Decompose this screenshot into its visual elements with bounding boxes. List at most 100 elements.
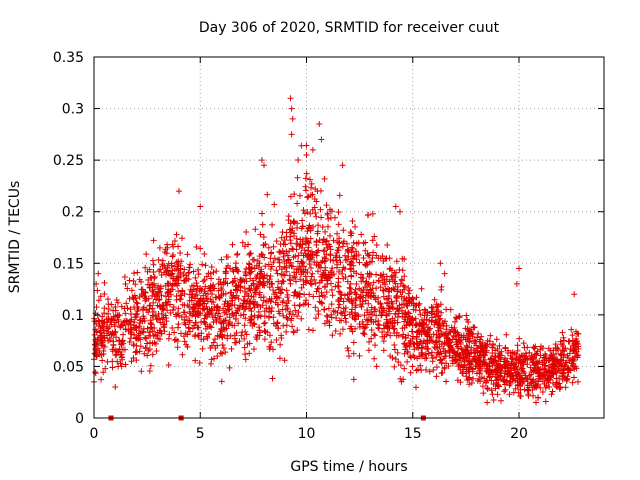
data-point: [332, 308, 339, 315]
data-point: [260, 297, 267, 304]
data-point: [156, 268, 163, 275]
data-point: [440, 345, 447, 352]
data-point: [513, 373, 520, 380]
data-point: [212, 336, 219, 343]
data-point: [386, 278, 393, 285]
data-point: [213, 268, 220, 275]
data-point: [401, 283, 408, 290]
data-point: [147, 362, 154, 369]
data-point: [149, 287, 156, 294]
data-point: [311, 259, 318, 266]
data-point: [182, 321, 189, 328]
data-point: [313, 238, 320, 245]
data-point: [346, 284, 353, 291]
data-point: [482, 352, 489, 359]
data-point: [349, 246, 356, 253]
data-point: [326, 319, 333, 326]
data-point: [246, 350, 253, 357]
data-point: [552, 341, 559, 348]
data-point: [167, 291, 174, 298]
data-point: [294, 292, 301, 299]
data-point: [290, 254, 297, 261]
y-tick-label: 0.25: [53, 153, 84, 169]
data-point: [401, 286, 408, 293]
data-point: [573, 348, 580, 355]
data-point: [537, 352, 544, 359]
data-point: [407, 369, 414, 376]
data-point: [197, 298, 204, 305]
data-point: [175, 274, 182, 281]
data-point: [507, 379, 514, 386]
data-point: [153, 348, 160, 355]
data-point: [546, 357, 553, 364]
data-point: [151, 325, 158, 332]
data-point: [359, 289, 366, 296]
data-point: [443, 322, 450, 329]
data-point: [416, 320, 423, 327]
data-point: [300, 207, 307, 214]
data-point: [236, 306, 243, 313]
data-point: [318, 289, 325, 296]
data-point: [328, 314, 335, 321]
data-point: [467, 335, 474, 342]
data-point: [118, 303, 125, 310]
data-point: [324, 223, 331, 230]
data-point: [441, 365, 448, 372]
data-point: [433, 354, 440, 361]
data-point: [186, 308, 193, 315]
data-point: [346, 297, 353, 304]
data-point: [125, 327, 132, 334]
data-point: [364, 261, 371, 268]
data-point: [258, 210, 265, 217]
data-point: [501, 381, 508, 388]
data-point: [335, 275, 342, 282]
data-point: [205, 331, 212, 338]
data-point: [241, 344, 248, 351]
data-point: [454, 350, 461, 357]
data-point: [487, 332, 494, 339]
data-point: [118, 322, 125, 329]
data-point: [277, 341, 284, 348]
data-point: [358, 271, 365, 278]
data-point: [537, 384, 544, 391]
data-point: [139, 286, 146, 293]
data-point: [306, 222, 313, 229]
data-point: [281, 272, 288, 279]
data-point: [438, 330, 445, 337]
data-point: [413, 340, 420, 347]
data-point: [422, 366, 429, 373]
data-point: [186, 328, 193, 335]
data-point: [376, 322, 383, 329]
data-point: [222, 307, 229, 314]
data-point: [295, 252, 302, 259]
data-point: [502, 344, 509, 351]
data-point: [373, 363, 380, 370]
data-point: [427, 325, 434, 332]
data-point: [304, 194, 311, 201]
data-point: [149, 305, 156, 312]
data-point: [415, 302, 422, 309]
data-point: [401, 350, 408, 357]
data-point: [535, 394, 542, 401]
data-point: [339, 270, 346, 277]
data-point: [515, 389, 522, 396]
data-point: [114, 312, 121, 319]
data-point: [571, 353, 578, 360]
data-point: [454, 377, 461, 384]
data-point: [549, 380, 556, 387]
data-point: [355, 239, 362, 246]
data-point: [295, 266, 302, 273]
data-point: [392, 280, 399, 287]
data-point: [251, 321, 258, 328]
data-point: [417, 311, 424, 318]
data-point: [544, 374, 551, 381]
data-point: [168, 271, 175, 278]
data-point: [493, 360, 500, 367]
data-point: [318, 136, 325, 143]
data-point: [148, 321, 155, 328]
data-point: [383, 316, 390, 323]
data-point: [533, 350, 540, 357]
data-point: [305, 244, 312, 251]
data-point: [345, 347, 352, 354]
data-point: [513, 359, 520, 366]
